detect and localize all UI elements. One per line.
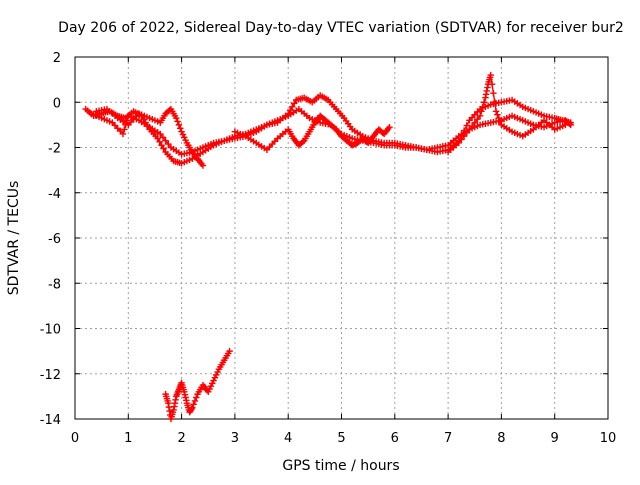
series-line	[447, 74, 566, 153]
y-tick-label: 0	[53, 96, 61, 111]
data-point	[478, 108, 485, 115]
data-point	[199, 162, 207, 169]
data-point	[174, 118, 181, 125]
data-point	[480, 99, 488, 106]
data-point	[158, 142, 165, 149]
y-axis-label: SDTVAR / TECUs	[6, 181, 22, 296]
y-tick-label: 2	[53, 51, 61, 66]
data-point	[494, 111, 501, 118]
data-point	[566, 120, 573, 127]
y-tick-label: -12	[40, 368, 61, 383]
data-point	[299, 138, 307, 146]
data-point	[191, 397, 199, 405]
x-tick-label: 7	[444, 431, 452, 446]
series-sat-e	[444, 71, 569, 156]
chart-title: Day 206 of 2022, Sidereal Day-to-day VTE…	[58, 20, 624, 36]
x-tick-label: 4	[284, 431, 292, 446]
data-point	[173, 114, 180, 122]
data-point	[460, 132, 468, 140]
data-point	[474, 116, 481, 123]
data-point	[159, 134, 167, 141]
y-tick-labels: 2 0 -2 -4 -6 -8 -10 -12 -14	[40, 51, 61, 428]
data-point	[157, 130, 164, 138]
y-tick-label: -2	[48, 142, 61, 157]
data-point	[468, 122, 476, 130]
x-tick-label: 10	[600, 431, 617, 446]
data-point	[226, 347, 233, 355]
x-tick-label: 1	[124, 431, 132, 446]
data-series	[82, 71, 574, 423]
y-tick-label: -8	[48, 277, 61, 292]
data-point	[175, 121, 183, 129]
data-point	[458, 136, 465, 143]
ticks	[74, 56, 609, 420]
y-tick-label: -4	[48, 187, 61, 202]
y-tick-label: -10	[40, 323, 61, 338]
data-point	[119, 130, 127, 138]
data-point	[487, 71, 494, 79]
x-tick-label: 8	[497, 431, 505, 446]
data-point	[492, 108, 500, 115]
data-point	[165, 140, 172, 148]
series-line	[164, 350, 231, 420]
x-tick-label: 0	[71, 431, 79, 446]
data-point	[290, 100, 298, 107]
series-sat-d	[231, 112, 393, 153]
data-point	[496, 118, 504, 125]
data-point	[177, 125, 184, 132]
data-point	[562, 121, 569, 129]
data-point	[190, 401, 197, 408]
x-tick-label: 3	[231, 431, 239, 446]
x-tick-label: 9	[551, 431, 559, 446]
data-point	[491, 99, 498, 106]
data-point	[495, 114, 502, 122]
x-tick-labels: 0 1 2 3 4 5 6 7 8 9 10	[71, 431, 616, 446]
y-tick-label: -6	[48, 232, 61, 247]
data-point	[121, 126, 128, 133]
series-sat-c	[93, 105, 207, 169]
x-tick-label: 5	[337, 431, 345, 446]
data-point	[455, 139, 462, 147]
data-point	[386, 123, 393, 131]
data-point	[160, 145, 167, 152]
series-sat-a	[82, 92, 574, 167]
data-point	[463, 129, 470, 136]
data-point	[156, 138, 163, 146]
data-point	[189, 404, 196, 411]
x-tick-label: 6	[391, 431, 399, 446]
data-point	[288, 103, 296, 110]
x-tick-label: 2	[177, 431, 185, 446]
series-sat-f	[162, 347, 233, 423]
data-point	[466, 126, 473, 133]
data-point	[490, 90, 497, 97]
data-point	[193, 394, 200, 401]
data-point	[162, 137, 169, 144]
data-point	[476, 112, 484, 120]
y-tick-label: -14	[40, 413, 61, 428]
data-point	[471, 119, 478, 126]
data-point	[154, 135, 161, 142]
data-point	[479, 103, 486, 110]
x-axis-label: GPS time / hours	[282, 458, 399, 474]
series-line	[85, 94, 571, 164]
data-point	[488, 80, 496, 88]
grid	[75, 57, 608, 419]
